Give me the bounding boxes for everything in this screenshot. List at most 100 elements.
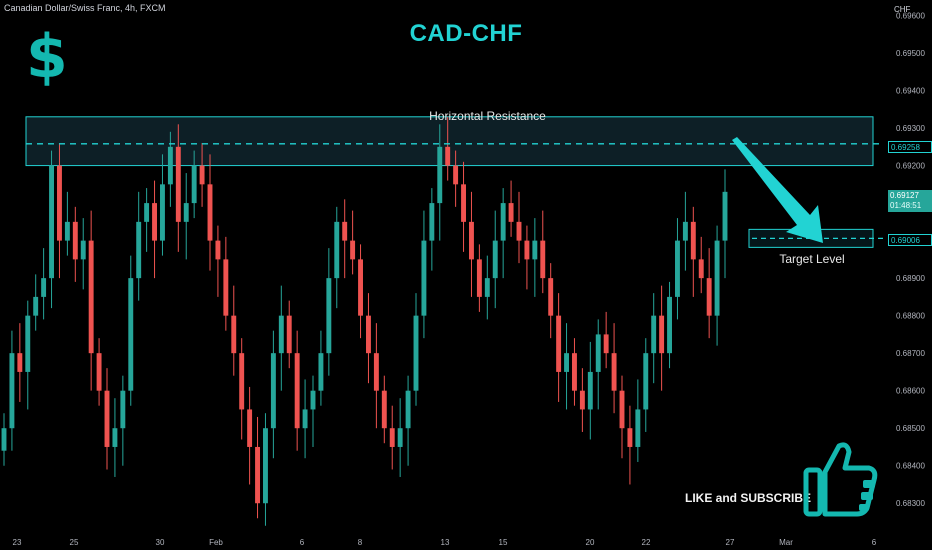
candle-body	[358, 259, 363, 316]
x-tick-label: 15	[499, 538, 508, 547]
candle-body	[33, 296, 39, 316]
candle-body	[706, 278, 712, 316]
candle-body	[635, 409, 641, 447]
candle-body	[556, 315, 562, 372]
candle-body	[41, 278, 47, 297]
like-subscribe-text: LIKE and SUBSCRIBE	[685, 491, 812, 505]
candle-body	[167, 146, 173, 185]
candle-body	[278, 315, 284, 354]
y-tick-label: 0.68300	[896, 499, 925, 508]
candle-body	[231, 315, 237, 354]
candle-body	[342, 221, 348, 241]
candle-body	[96, 353, 102, 391]
candle-body	[247, 409, 253, 447]
candle-body	[643, 353, 649, 410]
candle-body	[453, 165, 459, 185]
x-tick-label: 8	[358, 538, 363, 547]
y-tick-label: 0.68400	[896, 462, 925, 471]
dollar-icon: $	[26, 22, 68, 92]
candle-body	[207, 184, 213, 241]
candle-body	[524, 240, 530, 260]
x-tick-label: 6	[300, 538, 305, 547]
target-price-tag: 0.69006	[888, 234, 932, 246]
y-tick-label: 0.68800	[896, 312, 925, 321]
candle-body	[389, 428, 395, 447]
candle-body	[572, 353, 577, 391]
candle-body	[500, 203, 506, 241]
candle-body	[263, 428, 268, 504]
candle-body	[152, 203, 157, 241]
candle-body	[104, 390, 110, 447]
candle-body	[160, 184, 165, 241]
candle-body	[183, 203, 189, 222]
candle-body	[72, 221, 78, 260]
candle-body	[659, 315, 665, 354]
candle-body	[611, 353, 617, 391]
candle-body	[80, 240, 86, 260]
projection-arrow	[732, 137, 823, 243]
candle-body	[136, 221, 142, 279]
resistance-label: Horizontal Resistance	[429, 109, 546, 123]
candle-body	[682, 221, 688, 241]
candle-body	[437, 146, 443, 204]
x-tick-label: 22	[642, 538, 651, 547]
candle-body	[397, 428, 403, 447]
candle-body	[25, 315, 31, 372]
target-label: Target Level	[779, 252, 845, 266]
candle-body	[690, 221, 696, 260]
candle-body	[318, 353, 324, 391]
candle-body	[112, 428, 118, 447]
candle-body	[540, 240, 546, 279]
candle-body	[722, 191, 728, 241]
candle-body	[64, 221, 70, 241]
candle-body	[508, 203, 514, 222]
candle-body	[413, 315, 419, 391]
candle-body	[239, 353, 245, 410]
candle-body	[667, 296, 672, 354]
y-tick-label: 0.69300	[896, 124, 925, 133]
candle-body	[255, 446, 260, 504]
candle-body	[302, 409, 308, 429]
countdown-tag: 01:48:51	[888, 200, 932, 212]
candle-body	[17, 353, 23, 372]
resistance-price-tag: 0.69258	[888, 141, 932, 153]
candle-body	[714, 240, 720, 316]
y-tick-label: 0.68700	[896, 349, 925, 358]
candle-body	[175, 146, 181, 222]
x-tick-label: Mar	[779, 538, 793, 547]
candle-body	[564, 353, 569, 372]
candle-body	[57, 165, 62, 241]
candle-body	[619, 390, 625, 429]
candle-body	[334, 221, 340, 279]
candle-body	[627, 428, 633, 447]
candle-body	[445, 146, 451, 166]
candle-body	[373, 353, 379, 391]
y-tick-label: 0.68900	[896, 274, 925, 283]
candle-body	[587, 371, 593, 410]
candle-body	[381, 390, 387, 429]
candle-body	[120, 390, 126, 429]
candle-body	[595, 334, 601, 372]
candle-body	[1, 428, 7, 451]
x-tick-label: 20	[586, 538, 595, 547]
thumbs-up-icon	[803, 442, 878, 517]
symbol-header: Canadian Dollar/Swiss Franc, 4h, FXCM	[4, 3, 166, 13]
candle-body	[484, 278, 490, 297]
candle-body	[191, 165, 197, 204]
x-tick-label: 23	[13, 538, 22, 547]
candle-body	[421, 240, 427, 316]
candle-body	[366, 315, 371, 354]
candle-body	[492, 240, 498, 279]
candle-body	[429, 203, 435, 241]
candle-body	[651, 315, 657, 354]
x-tick-label: 6	[872, 538, 877, 547]
candle-body	[476, 259, 482, 297]
candle-body	[270, 353, 276, 429]
y-tick-label: 0.69500	[896, 49, 925, 58]
candle-body	[128, 278, 134, 391]
y-tick-label: 0.68600	[896, 387, 925, 396]
candle-body	[698, 259, 704, 279]
candle-body	[326, 278, 332, 354]
candle-body	[9, 353, 15, 429]
